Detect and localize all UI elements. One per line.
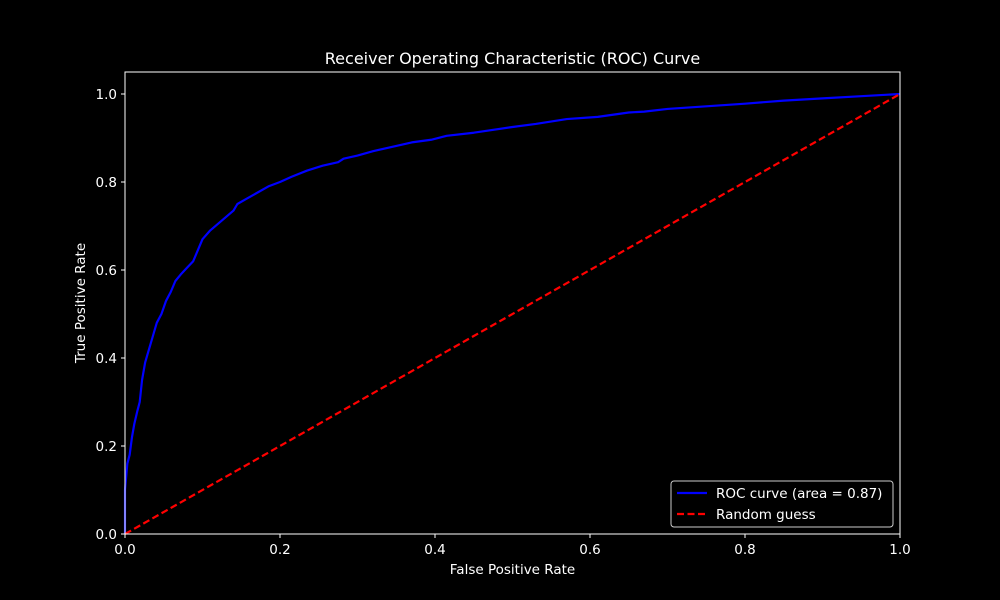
axes-frame bbox=[124, 71, 901, 535]
random-guess-line bbox=[124, 93, 901, 535]
y-tick-label: 0.8 bbox=[96, 175, 117, 191]
ticks-layer: 0.0 0.2 0.4 0.6 0.8 1.0 0.0 0.2 0.4 0.6 0.8 1.0 bbox=[96, 87, 911, 558]
x-tick-label: 0.2 bbox=[269, 542, 290, 558]
y-tick-label: 0.0 bbox=[96, 527, 117, 543]
x-axis-label: False Positive Rate bbox=[450, 562, 575, 578]
y-tick-label: 0.2 bbox=[96, 439, 117, 455]
x-tick-label: 0.4 bbox=[424, 542, 445, 558]
legend-box bbox=[670, 480, 894, 528]
legend-entry-label: ROC curve (area = 0.87) bbox=[716, 486, 882, 502]
chart-title: Receiver Operating Characteristic (ROC) … bbox=[325, 49, 700, 68]
y-tick-label: 1.0 bbox=[96, 87, 117, 103]
series-layer bbox=[123, 92, 901, 535]
x-tick-label: 1.0 bbox=[889, 542, 910, 558]
x-tick-label: 0.8 bbox=[734, 542, 755, 558]
x-tick-label: 0.6 bbox=[579, 542, 600, 558]
x-tick-label: 0.0 bbox=[114, 542, 135, 558]
y-axis-label: True Positive Rate bbox=[73, 243, 89, 364]
legend: ROC curve (area = 0.87) Random guess bbox=[670, 480, 894, 528]
y-tick-label: 0.4 bbox=[96, 351, 117, 367]
roc-curve-line bbox=[123, 92, 901, 534]
legend-entry-label: Random guess bbox=[716, 507, 816, 523]
y-tick-label: 0.6 bbox=[96, 263, 117, 279]
